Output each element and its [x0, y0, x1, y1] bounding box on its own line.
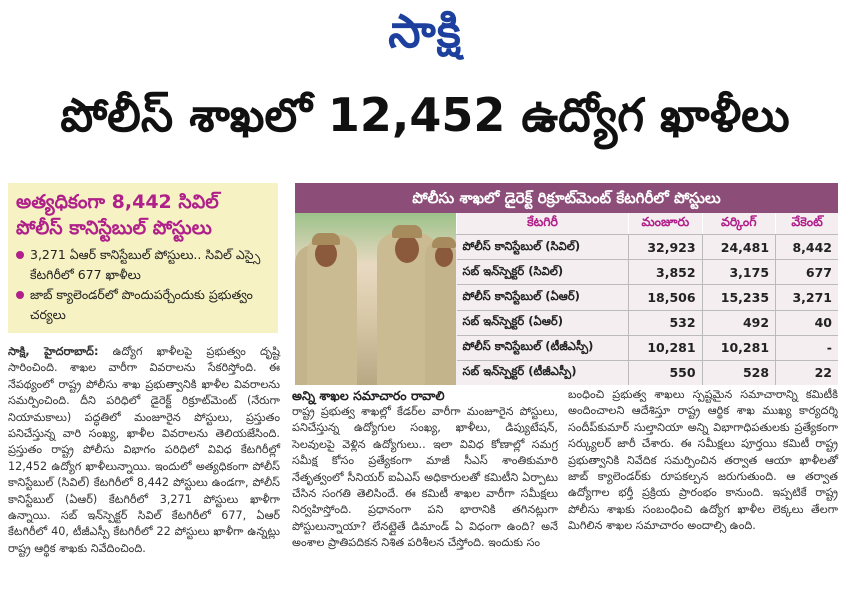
- headline: పోలీస్ శాఖలో 12,452 ఉద్యోగ ఖాళీలు: [60, 88, 790, 142]
- sakshi-logo: సాక్షి: [388, 4, 462, 58]
- police-officers-photo: [295, 213, 456, 385]
- table-title: పోలీసు శాఖలో డైరెక్ట్ రిక్రూట్‌మెంట్ కేట…: [295, 183, 838, 213]
- bullet-text: 3,271 ఏఆర్ కానిస్టేబుల్ పోస్టులు.. సివిల…: [30, 247, 261, 282]
- officer-cap: [312, 233, 340, 245]
- header-sanctioned: మంజూరు: [628, 213, 703, 235]
- header-vacant: వేకెంట్: [775, 213, 838, 235]
- article-column-1: సాక్షి, హైదరాబాద్: ఉద్యోగ ఖాళీలపై ప్రభుత…: [8, 344, 280, 557]
- cell-working: 10,281: [701, 334, 776, 361]
- cell-working: 24,481: [701, 233, 776, 260]
- cell-vacant: 677: [775, 259, 838, 285]
- dateline: సాక్షి, హైదరాబాద్:: [8, 345, 99, 358]
- cell-working: 492: [701, 309, 776, 336]
- cell-category: సబ్ ఇన్‌స్పెక్టర్ (సివిల్): [456, 259, 629, 285]
- cell-sanctioned: 10,281: [628, 334, 703, 361]
- cell-working: 3,175: [701, 259, 776, 285]
- highlight-bullets: 3,271 ఏఆర్ కానిస్టేబుల్ పోస్టులు.. సివిల…: [16, 245, 270, 325]
- cell-sanctioned: 550: [628, 359, 703, 385]
- cell-vacant: 22: [775, 359, 838, 385]
- highlight-box: అత్యధికంగా 8,442 సివిల్ పోలీస్ కానిస్టేబ…: [8, 183, 278, 333]
- subheading: అన్ని శాఖల సమాచారం రావాలి: [292, 388, 445, 403]
- bullet-dot-icon: [16, 291, 24, 299]
- bullet-text: జాబ్ క్యాలెండర్‌లో పొందుపర్చేందుకు ప్రభు…: [30, 287, 253, 322]
- officer-face: [435, 245, 453, 267]
- article-column-2: అన్ని శాఖల సమాచారం రావాలి రాష్ట్ర ప్రభుత…: [292, 387, 558, 552]
- officer-cap: [392, 225, 422, 238]
- cell-working: 528: [701, 359, 776, 385]
- cell-sanctioned: 532: [628, 309, 703, 336]
- header-category: కేటగిరీ: [455, 213, 629, 235]
- article-text: ఉద్యోగ ఖాళీలపై ప్రభుత్వం దృష్టి సారించిం…: [8, 345, 280, 555]
- cell-vacant: 3,271: [775, 284, 838, 311]
- highlight-bullet: జాబ్ క్యాలెండర్‌లో పొందుపర్చేందుకు ప్రభు…: [16, 285, 270, 325]
- cell-category: సబ్ ఇన్‌స్పెక్టర్ (టీజీఎస్పీ): [456, 359, 629, 385]
- cell-working: 15,235: [701, 284, 776, 311]
- article-column-3: బంధించి ప్రభుత్వ శాఖలు స్పష్టమైన సమాచారా…: [568, 388, 838, 533]
- officer-cap: [432, 237, 456, 248]
- cell-category: పోలీస్ కానిస్టేబుల్ (సివిల్): [456, 233, 629, 260]
- table-row: పోలీస్ కానిస్టేబుల్ (సివిల్) 32,923 24,481…: [456, 233, 838, 260]
- table-row: సబ్ ఇన్‌స్పెక్టర్ (సివిల్) 3,852 3,175 677: [456, 259, 838, 285]
- cell-vacant: 8,442: [775, 233, 838, 260]
- officer-face: [395, 235, 419, 263]
- cell-sanctioned: 3,852: [628, 259, 703, 285]
- cell-vacant: 40: [775, 309, 838, 336]
- table-row: సబ్ ఇన్‌స్పెక్టర్ (ఏఆర్) 532 492 40: [456, 309, 838, 336]
- cell-sanctioned: 32,923: [628, 233, 703, 260]
- highlight-bullet: 3,271 ఏఆర్ కానిస్టేబుల్ పోస్టులు.. సివిల…: [16, 245, 270, 285]
- cell-category: పోలీస్ కానిస్టేబుల్ (ఏఆర్): [456, 284, 629, 311]
- table-row: సబ్ ఇన్‌స్పెక్టర్ (టీజీఎస్పీ) 550 528 22: [456, 359, 838, 385]
- highlight-title: అత్యధికంగా 8,442 సివిల్ పోలీస్ కానిస్టేబ…: [16, 191, 219, 239]
- cell-category: సబ్ ఇన్‌స్పెక్టర్ (ఏఆర్): [456, 309, 629, 336]
- cell-sanctioned: 18,506: [628, 284, 703, 311]
- vacancy-table: కేటగిరీ మంజూరు వర్కింగ్ వేకెంట్ పోలీస్ క…: [455, 213, 838, 385]
- table-header-row: కేటగిరీ మంజూరు వర్కింగ్ వేకెంట్: [455, 213, 838, 235]
- table-row: పోలీస్ కానిస్టేబుల్ (ఏఆర్) 18,506 15,235 3,…: [456, 284, 838, 311]
- article-text: రాష్ట్ర ప్రభుత్వ శాఖల్లో కేడర్‌ల వారీగా …: [292, 405, 558, 550]
- header-working: వర్కింగ్: [701, 213, 776, 235]
- cell-vacant: -: [775, 334, 838, 361]
- table-row: పోలీస్ కానిస్టేబుల్ (టీజీఎస్పీ) 10,281 10,…: [456, 334, 838, 361]
- cell-category: పోలీస్ కానిస్టేబుల్ (టీజీఎస్పీ): [456, 334, 629, 361]
- bullet-dot-icon: [16, 251, 24, 259]
- officer-face: [315, 241, 337, 267]
